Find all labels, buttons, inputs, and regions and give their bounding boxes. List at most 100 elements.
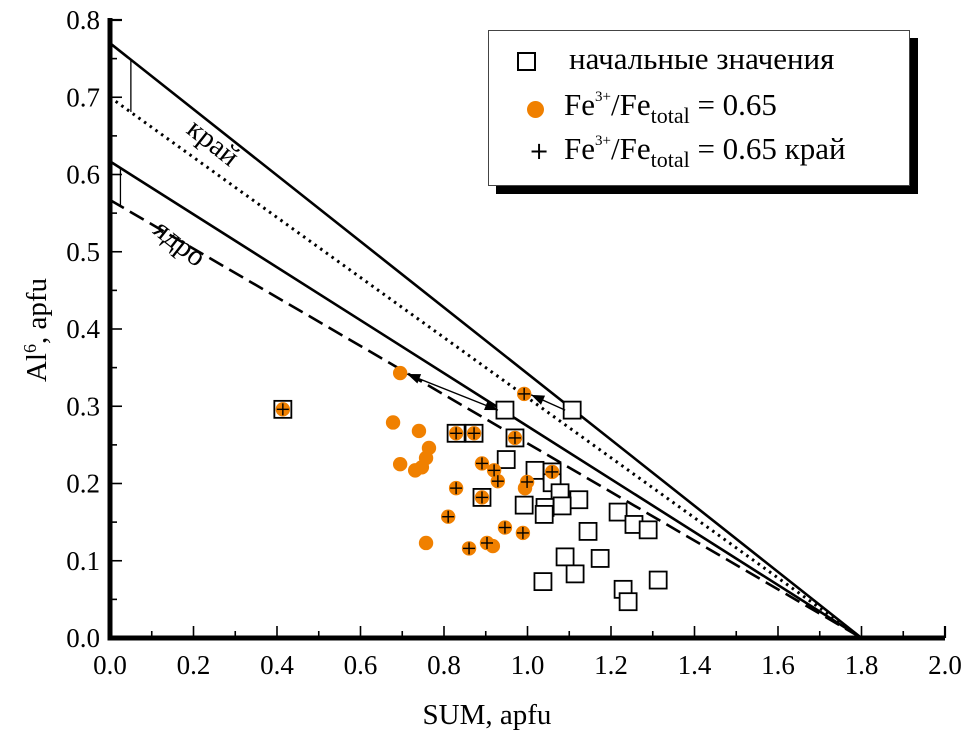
y-tick-label: 0.5 [66, 237, 100, 267]
initial-value-square [514, 495, 534, 515]
initial-value-square [648, 570, 668, 590]
plus-marker-icon: + [529, 137, 550, 165]
initial-value-square [562, 400, 582, 420]
fe-ratio-edge-plus [516, 526, 529, 539]
reference-line-edge-lower [109, 96, 863, 640]
y-tick-label: 0.2 [66, 469, 100, 499]
fe-ratio-edge-plus [521, 475, 534, 488]
fe-ratio-edge-plus [463, 542, 476, 555]
x-tick-label: 1.8 [845, 650, 879, 680]
legend-fe-end: = 0.65 [689, 87, 777, 122]
reference-line-core-upper [109, 160, 863, 640]
y-tick-label: 0.4 [66, 314, 100, 344]
circle-marker-icon [527, 101, 544, 118]
legend-fe: Fe [564, 87, 595, 122]
legend-label-fe-ratio-edge: Fe3+/Fetotal = 0.65 край [564, 131, 846, 173]
y-axis-title-base: Al [21, 353, 53, 382]
fe-ratio-circle [418, 535, 434, 551]
legend-label-fe-ratio: Fe3+/Fetotal = 0.65 [564, 87, 777, 129]
fe-ratio-circle [485, 538, 501, 554]
axes [107, 18, 947, 641]
reference-line-edge-upper [109, 42, 863, 640]
y-tick-label: 0.6 [66, 160, 100, 190]
fe-ratio-edge-plus [481, 536, 494, 549]
x-axis-title: SUM, apfu [423, 699, 552, 731]
initial-value-square [618, 592, 638, 612]
y-axis-title: Al6, apfu [20, 278, 53, 382]
x-tick-labels: 0.0 0.2 0.4 0.6 0.8 1.0 1.2 1.4 1.6 1.8 2.0 [93, 650, 962, 680]
x-tick-label: 1.4 [678, 650, 712, 680]
legend-fe2-sub: total [650, 147, 690, 172]
legend-fe-mid: /Fe [610, 87, 651, 122]
y-axis-title-rest: , apfu [21, 278, 53, 344]
fe-ratio-circle [517, 480, 533, 496]
x-tick-label: 1.6 [761, 650, 795, 680]
x-tick-label: 0.2 [177, 650, 211, 680]
initial-value-square [608, 502, 628, 522]
y-tick-label: 0.7 [66, 82, 100, 112]
legend: начальные значения Fe3+/Fetotal = 0.65 +… [488, 30, 910, 186]
fe-ratio-edge-plus [450, 427, 463, 440]
x-tick-label: 0.6 [344, 650, 378, 680]
fe-ratio-circle [411, 423, 427, 439]
initial-value-square [569, 490, 589, 510]
fe-ratio-edge-plus [491, 475, 504, 488]
initial-value-square [534, 504, 554, 524]
fe-ratio-edge-plus [498, 521, 511, 534]
arrow-shaft [406, 373, 499, 411]
y-tick-labels: 0.0 0.1 0.2 0.3 0.4 0.5 0.6 0.7 0.8 [66, 5, 100, 653]
legend-fe2-mid: /Fe [610, 131, 651, 166]
fe-ratio-edge-plus [475, 491, 488, 504]
data-points [273, 365, 668, 612]
arrow-head [407, 374, 422, 384]
fe-ratio-edge-plus [468, 427, 481, 440]
annotation-edge-label: край [181, 112, 246, 172]
x-tick-label: 0.0 [93, 650, 127, 680]
x-tick-label: 0.8 [427, 650, 461, 680]
initial-value-square [555, 547, 575, 567]
reference-lines [109, 42, 863, 640]
fe-ratio-edge-plus [475, 457, 488, 470]
fe-ratio-edge-plus [546, 465, 559, 478]
x-tick-label: 2.0 [928, 650, 962, 680]
initial-value-square [533, 572, 553, 592]
arrow-head [484, 400, 498, 411]
y-axis-title-sup: 6 [20, 344, 40, 353]
x-tick-label: 1.0 [511, 650, 545, 680]
fe-ratio-edge-plus [518, 387, 531, 400]
legend-fe2-end: = 0.65 край [689, 131, 846, 166]
fe-ratio-edge-plus [276, 403, 289, 416]
arrows [406, 373, 566, 411]
arrow-head [531, 394, 546, 405]
initial-value-square [638, 520, 658, 540]
initial-value-square [590, 549, 610, 568]
legend-label-initial: начальные значения [569, 41, 835, 76]
fe-ratio-edge-plus [450, 482, 463, 495]
initial-value-square [578, 521, 598, 541]
x-tick-label: 0.4 [260, 650, 294, 680]
fe-ratio-circle [392, 456, 408, 472]
fe-ratio-circle [392, 365, 408, 381]
fe-ratio-edge-plus [442, 510, 455, 523]
square-marker-icon [517, 52, 536, 71]
legend-fe-sub: total [650, 103, 690, 128]
x-tick-label: 1.2 [594, 650, 628, 680]
initial-value-square [552, 496, 572, 516]
annotation-core-label: ядро [147, 213, 212, 274]
legend-fe2-sup: 3+ [595, 133, 611, 149]
y-tick-label: 0.0 [66, 623, 100, 653]
y-tick-label: 0.3 [66, 391, 100, 421]
y-tick-label: 0.1 [66, 546, 100, 576]
initial-value-square [496, 450, 516, 469]
fe-ratio-circle [385, 415, 401, 430]
fe-ratio-edge-plus [508, 431, 521, 444]
initial-value-square [495, 400, 515, 420]
reference-line-core-lower [109, 198, 863, 640]
fe-ratio-edge-plus [488, 464, 501, 477]
initial-value-square [565, 564, 585, 584]
legend-fe2: Fe [564, 131, 595, 166]
fe-ratio-circle [407, 463, 423, 478]
y-tick-label: 0.8 [66, 5, 100, 35]
legend-fe-sup: 3+ [595, 89, 611, 105]
